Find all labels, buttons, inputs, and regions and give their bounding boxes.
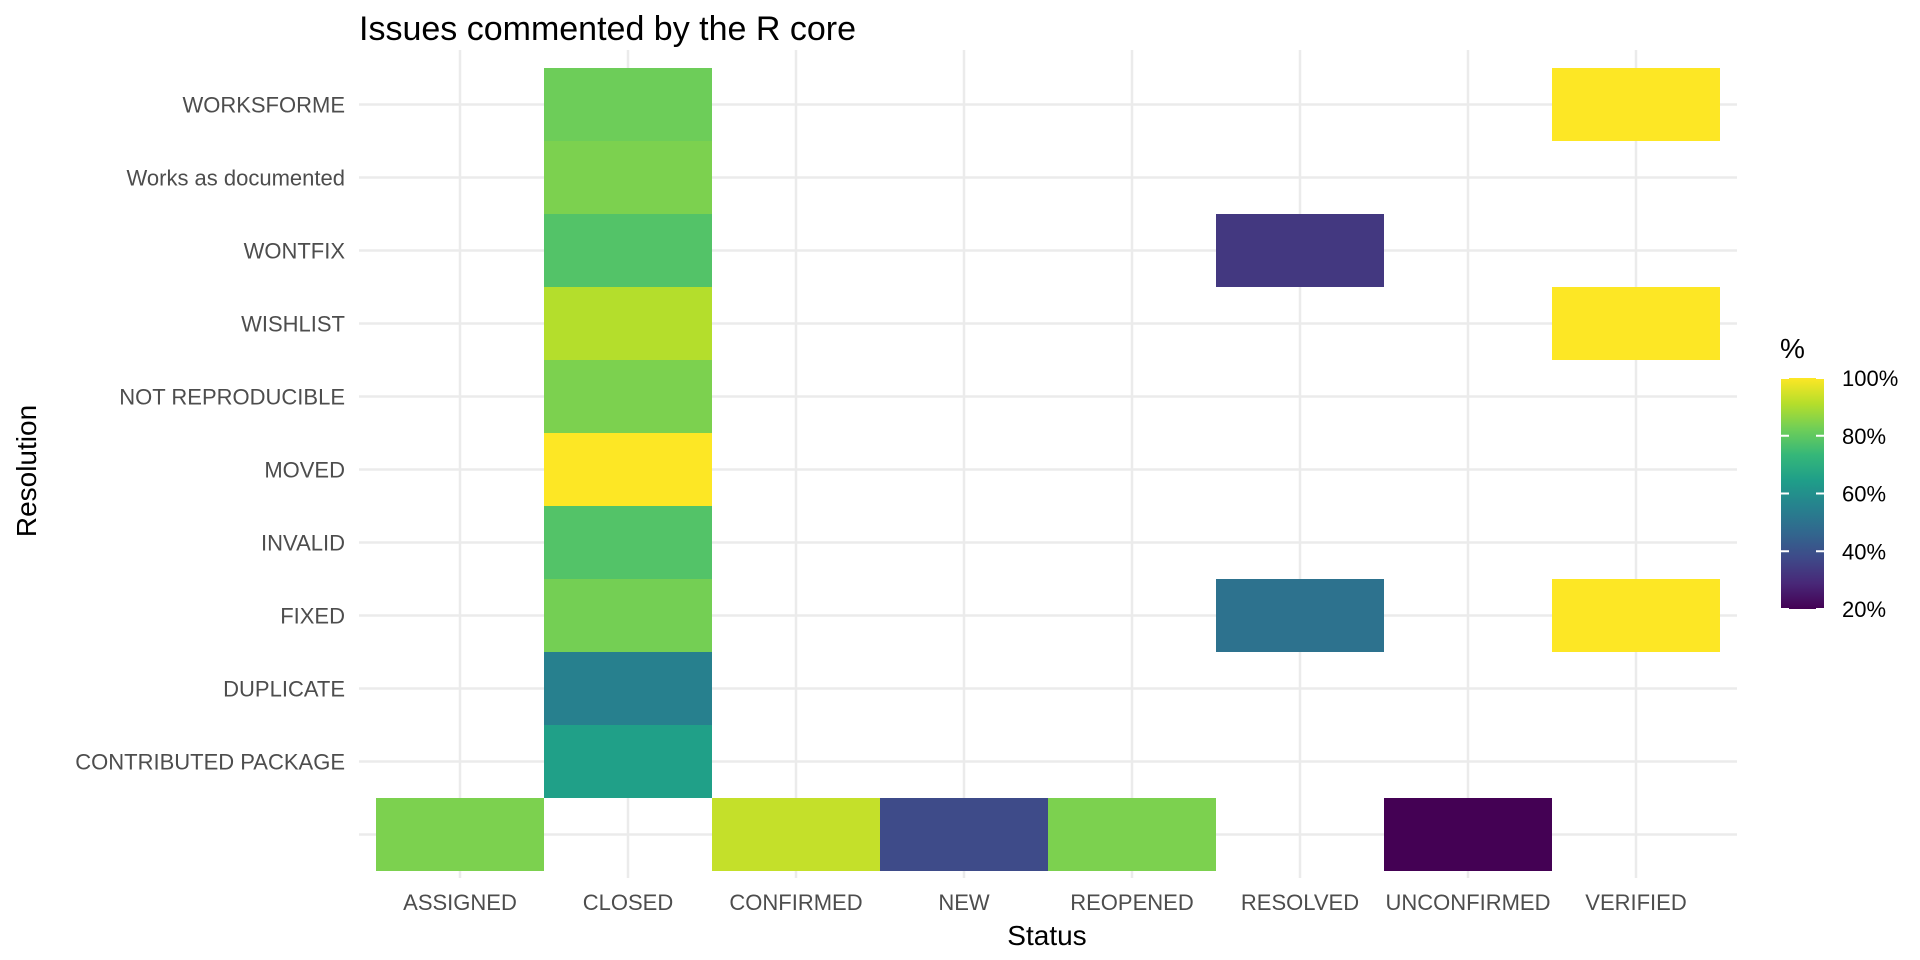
y-tick-label: WONTFIX — [244, 239, 346, 264]
y-tick-label: NOT REPRODUCIBLE — [119, 385, 345, 410]
heatmap-cell — [544, 725, 712, 798]
y-tick-label: CONTRIBUTED PACKAGE — [75, 750, 345, 775]
x-tick-label: UNCONFIRMED — [1386, 890, 1551, 915]
legend-label: 60% — [1842, 482, 1886, 507]
x-tick-label: NEW — [938, 890, 990, 915]
y-tick-label: MOVED — [264, 458, 345, 483]
legend-title: % — [1780, 333, 1805, 364]
y-tick-labels: CONTRIBUTED PACKAGE DUPLICATE FIXED INVALID… — [75, 93, 345, 775]
y-tick-label: INVALID — [261, 531, 345, 556]
heatmap-cell — [544, 287, 712, 360]
heatmap-cell — [1216, 579, 1384, 652]
x-tick-label: REOPENED — [1070, 890, 1193, 915]
heatmap-cell — [544, 506, 712, 579]
legend-label: 80% — [1842, 424, 1886, 449]
legend-label: 100% — [1842, 366, 1898, 391]
heatmap-cell — [1552, 579, 1720, 652]
heatmap-cell — [544, 214, 712, 287]
heatmap-cell — [544, 433, 712, 506]
heatmap-cell — [544, 652, 712, 725]
x-tick-labels: ASSIGNED CLOSED CONFIRMED NEW REOPENED RESOLV… — [403, 890, 1687, 915]
heatmap-cell — [712, 798, 880, 871]
heatmap-cell — [376, 798, 544, 871]
heatmap-cell — [544, 360, 712, 433]
legend-label: 40% — [1842, 539, 1886, 564]
y-tick-label: Works as documented — [127, 166, 345, 191]
color-legend: % 100% 80% 60% 40% 20% — [1780, 333, 1898, 622]
heatmap-cell — [1048, 798, 1216, 871]
y-tick-label: FIXED — [280, 604, 345, 629]
heatmap-cell — [1384, 798, 1552, 871]
heatmap-cell — [1552, 287, 1720, 360]
heatmap-cell — [544, 68, 712, 141]
x-tick-label: ASSIGNED — [403, 890, 517, 915]
heatmap-cell — [1552, 68, 1720, 141]
heatmap-cell — [880, 798, 1048, 871]
heatmap-cell — [1216, 214, 1384, 287]
y-axis-title: Resolution — [11, 405, 42, 537]
x-tick-label: VERIFIED — [1585, 890, 1686, 915]
x-axis-title: Status — [1007, 920, 1086, 951]
y-tick-label: DUPLICATE — [223, 677, 345, 702]
x-tick-label: RESOLVED — [1241, 890, 1359, 915]
heatmap-cell — [544, 579, 712, 652]
chart-title: Issues commented by the R core — [359, 10, 856, 48]
legend-ticks: 100% 80% 60% 40% 20% — [1781, 366, 1898, 622]
legend-label: 20% — [1842, 597, 1886, 622]
x-tick-label: CLOSED — [583, 890, 673, 915]
y-tick-label: WISHLIST — [241, 312, 345, 337]
y-tick-label: WORKSFORME — [182, 93, 345, 118]
heatmap-cell — [544, 141, 712, 214]
x-tick-label: CONFIRMED — [729, 890, 862, 915]
heatmap-cells — [376, 68, 1720, 871]
